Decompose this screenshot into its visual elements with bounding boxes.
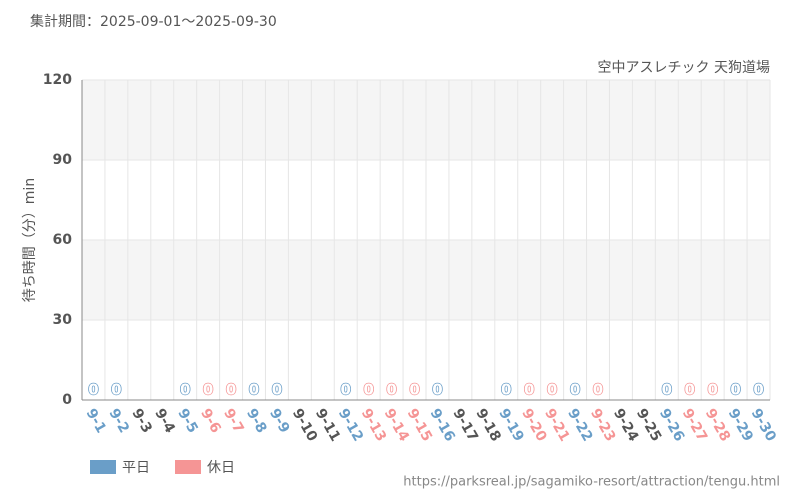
data-label: 0 <box>386 381 396 399</box>
legend-label: 平日 <box>122 460 150 476</box>
data-label: 0 <box>180 381 190 399</box>
y-axis-label: 待ち時間（分）min <box>22 178 38 302</box>
data-label: 0 <box>409 381 419 399</box>
data-label: 0 <box>432 381 442 399</box>
data-label: 0 <box>662 381 672 399</box>
x-tick-label: 9-30 <box>748 406 780 445</box>
chart-subtitle: 空中アスレチック 天狗道場 <box>598 60 770 76</box>
x-tick-label: 9-5 <box>174 406 201 436</box>
data-label: 0 <box>501 381 511 399</box>
data-label: 0 <box>570 381 580 399</box>
data-label: 0 <box>226 381 236 399</box>
y-tick-label: 90 <box>53 152 73 168</box>
data-label: 0 <box>272 381 282 399</box>
data-label: 0 <box>203 381 213 399</box>
data-label: 0 <box>730 381 740 399</box>
legend-swatch <box>90 460 116 474</box>
x-tick-label: 9-9 <box>266 406 293 436</box>
chart-title: 集計期間：2025-09-01～2025-09-30 <box>30 13 277 30</box>
data-label: 0 <box>88 381 98 399</box>
data-label: 0 <box>593 381 603 399</box>
y-tick-label: 0 <box>62 392 72 408</box>
x-tick-label: 9-7 <box>220 406 247 436</box>
x-tick-label: 9-1 <box>83 406 110 436</box>
x-tick-label: 9-8 <box>243 406 270 436</box>
data-label: 0 <box>111 381 121 399</box>
y-tick-label: 120 <box>43 72 72 88</box>
data-label: 0 <box>707 381 717 399</box>
y-tick-label: 60 <box>53 232 73 248</box>
data-label: 0 <box>363 381 373 399</box>
source-url: https://parksreal.jp/sagamiko-resort/att… <box>403 475 780 490</box>
x-tick-label: 9-3 <box>128 406 155 436</box>
data-label: 0 <box>685 381 695 399</box>
data-label: 0 <box>753 381 763 399</box>
data-label: 0 <box>341 381 351 399</box>
data-label: 0 <box>547 381 557 399</box>
legend-label: 休日 <box>207 460 235 476</box>
data-label: 0 <box>249 381 259 399</box>
data-label: 0 <box>524 381 534 399</box>
x-tick-label: 9-2 <box>105 406 132 436</box>
legend-swatch <box>175 460 201 474</box>
x-tick-label: 9-4 <box>151 406 178 436</box>
x-tick-label: 9-6 <box>197 406 224 436</box>
y-tick-label: 30 <box>53 312 73 328</box>
